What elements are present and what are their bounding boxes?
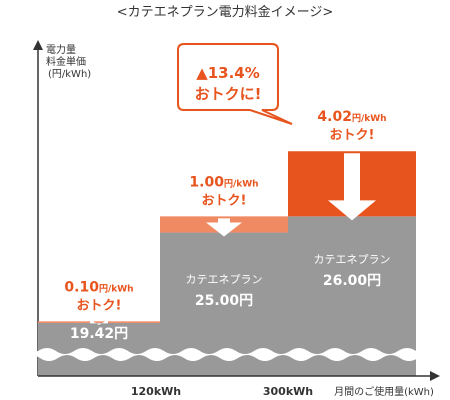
plan-bar-3 (288, 216, 416, 376)
y-axis-arrow (33, 40, 43, 50)
plan-price-3: 26.00円 (323, 273, 381, 289)
axis-break-wave (22, 348, 434, 361)
x-axis-arrow (430, 371, 440, 381)
plan-label-3: カテエネプラン (314, 253, 391, 266)
saving-arrow-3 (328, 153, 376, 221)
saving-bar-1 (38, 321, 160, 323)
saving-amount-label-3: 4.02円/kWh (317, 109, 386, 125)
saving-text-label-1: おトク! (77, 298, 122, 313)
callout-line1: ▲13.4% (196, 64, 260, 82)
plan-bar-1 (38, 322, 160, 376)
saving-arrow-2 (206, 218, 242, 237)
bars-layer: カテエネプラン19.42円0.10円/kWhおトク!カテエネプラン25.00円1… (38, 109, 416, 376)
x-tick-label-120: 120kWh (131, 385, 181, 398)
callout-bubble (177, 43, 293, 125)
saving-text-label-3: おトク! (330, 128, 375, 143)
plan-label-1: カテエネプラン (61, 306, 138, 319)
chart-title: <カテエネプラン電力料金イメージ> (117, 4, 334, 20)
x-tick-label-300: 300kWh (263, 385, 313, 398)
saving-text-label-2: おトク! (202, 193, 247, 208)
saving-arrow-1 (86, 316, 112, 325)
y-axis-label-line1: 電力量 (46, 43, 76, 56)
x-axis-label: 月間のご使用量(kWh) (334, 385, 434, 398)
saving-amount-label-2: 1.00円/kWh (189, 174, 258, 190)
plan-label-2: カテエネプラン (186, 273, 263, 286)
plan-price-2: 25.00円 (195, 293, 253, 309)
y-axis-label-line2: 料金単価 (46, 55, 86, 68)
saving-amount-label-1: 0.10円/kWh (64, 279, 133, 295)
plan-price-1: 19.42円 (70, 326, 128, 342)
callout-line2: おトクに! (195, 85, 262, 103)
y-axis-label-line3: (円/kWh) (48, 69, 91, 80)
